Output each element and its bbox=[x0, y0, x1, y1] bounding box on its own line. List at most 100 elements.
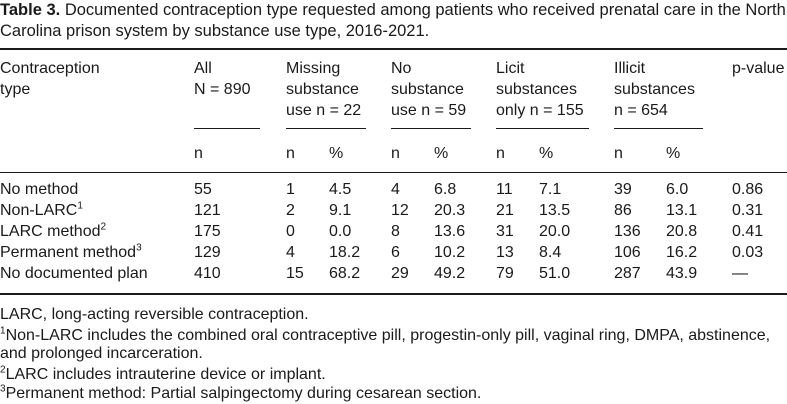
cell-licit-pct: 20.0 bbox=[539, 223, 571, 240]
cell-all: 121 bbox=[194, 202, 221, 219]
cell-licit-n: 21 bbox=[496, 202, 514, 219]
cell-no-substance-pct: 49.2 bbox=[434, 265, 466, 282]
cell-illicit-pct: 13.1 bbox=[666, 202, 698, 219]
cell-no-substance-pct: 6.8 bbox=[434, 181, 457, 198]
cell-missing-pct: 4.5 bbox=[329, 181, 352, 198]
cell-illicit-pct: 6.0 bbox=[666, 181, 689, 198]
header-bottom-rule bbox=[0, 172, 787, 173]
header-contraception-type: Contraception type bbox=[0, 60, 100, 98]
cell-all: 175 bbox=[194, 223, 221, 240]
cell-no-substance-n: 29 bbox=[391, 265, 409, 282]
header-missing: Missing substance use n = 22 bbox=[286, 60, 362, 119]
table-caption: Table 3. Documented contraception type r… bbox=[0, 0, 787, 42]
cell-no-substance-pct: 10.2 bbox=[434, 244, 466, 261]
cell-illicit-pct: 16.2 bbox=[666, 244, 698, 261]
footnote-marker: 3 bbox=[136, 242, 142, 254]
cell-licit-n: 13 bbox=[496, 244, 514, 261]
cell-illicit-n: 106 bbox=[614, 244, 641, 261]
subheader-no-substance-pct: % bbox=[434, 145, 449, 162]
footnote-1-text: Non-LARC includes the combined oral cont… bbox=[0, 327, 771, 362]
cell-no-substance-n: 8 bbox=[391, 223, 400, 240]
no-substance-subrule bbox=[391, 128, 471, 129]
cell-all: 55 bbox=[194, 181, 212, 198]
cell-missing-pct: 18.2 bbox=[329, 244, 361, 261]
cell-no-substance-pct: 20.3 bbox=[434, 202, 466, 219]
footnote-abbreviation-text: LARC, long-acting reversible contracepti… bbox=[0, 306, 309, 323]
row-type: LARC method2 bbox=[0, 221, 106, 242]
footnote-2: 2LARC includes intrauterine device or im… bbox=[0, 364, 326, 384]
header-illicit: Illicit substances n = 654 bbox=[614, 60, 695, 119]
row-type: No method bbox=[0, 179, 78, 200]
cell-illicit-n: 136 bbox=[614, 223, 641, 240]
cell-illicit-n: 287 bbox=[614, 265, 641, 282]
footnote-3-text: Permanent method: Partial salpingectomy … bbox=[5, 385, 482, 402]
row-type: No documented plan bbox=[0, 263, 148, 284]
cell-licit-pct: 7.1 bbox=[539, 181, 562, 198]
row-type: Non-LARC1 bbox=[0, 200, 83, 221]
header-no-substance: No substance use n = 59 bbox=[391, 60, 467, 119]
cell-p-value: — bbox=[732, 265, 748, 282]
footnote-1: 1Non-LARC includes the combined oral con… bbox=[0, 325, 787, 363]
cell-no-substance-n: 4 bbox=[391, 181, 400, 198]
cell-missing-pct: 0.0 bbox=[329, 223, 352, 240]
subheader-licit-n: n bbox=[496, 145, 505, 162]
header-licit: Licit substances only n = 155 bbox=[496, 60, 584, 119]
cell-missing-n: 1 bbox=[286, 181, 295, 198]
cell-missing-pct: 9.1 bbox=[329, 202, 352, 219]
cell-no-substance-pct: 13.6 bbox=[434, 223, 466, 240]
row-type-label: Permanent method bbox=[0, 244, 137, 261]
footnote-2-text: LARC includes intrauterine device or imp… bbox=[5, 366, 326, 383]
cell-all: 410 bbox=[194, 265, 221, 282]
illicit-subrule bbox=[614, 128, 703, 129]
cell-illicit-n: 39 bbox=[614, 181, 632, 198]
cell-licit-n: 31 bbox=[496, 223, 514, 240]
cell-licit-pct: 13.5 bbox=[539, 202, 571, 219]
footnote-2-marker: 2 bbox=[0, 364, 6, 376]
cell-p-value: 0.03 bbox=[732, 244, 764, 261]
cell-missing-n: 0 bbox=[286, 223, 295, 240]
cell-missing-n: 15 bbox=[286, 265, 304, 282]
all-subrule bbox=[194, 128, 260, 129]
footnote-abbreviation: LARC, long-acting reversible contracepti… bbox=[0, 306, 309, 324]
row-type-label: Non-LARC bbox=[0, 202, 78, 219]
cell-no-substance-n: 6 bbox=[391, 244, 400, 261]
cell-missing-n: 4 bbox=[286, 244, 295, 261]
subheader-no-substance-n: n bbox=[391, 145, 400, 162]
cell-all: 129 bbox=[194, 244, 221, 261]
cell-missing-pct: 68.2 bbox=[329, 265, 361, 282]
cell-licit-n: 11 bbox=[496, 181, 513, 198]
cell-licit-pct: 8.4 bbox=[539, 244, 562, 261]
subheader-licit-pct: % bbox=[539, 145, 554, 162]
row-type-label: LARC method bbox=[0, 223, 101, 240]
cell-p-value: 0.31 bbox=[732, 202, 764, 219]
cell-illicit-pct: 20.8 bbox=[666, 223, 698, 240]
row-type: Permanent method3 bbox=[0, 242, 142, 263]
cell-licit-n: 79 bbox=[496, 265, 514, 282]
footnote-marker: 2 bbox=[100, 221, 107, 233]
footnote-3-marker: 3 bbox=[0, 383, 6, 395]
cell-illicit-pct: 43.9 bbox=[666, 265, 698, 282]
missing-subrule bbox=[286, 128, 366, 129]
table-title: Documented contraception type requested … bbox=[0, 1, 786, 40]
footnote-3: 3Permanent method: Partial salpingectomy… bbox=[0, 383, 482, 403]
row-type-label: No method bbox=[0, 181, 79, 198]
subheader-illicit-pct: % bbox=[666, 145, 681, 162]
cell-p-value: 0.41 bbox=[732, 223, 764, 240]
header-p-value: p-value bbox=[732, 60, 785, 77]
cell-illicit-n: 86 bbox=[614, 202, 632, 219]
footnote-marker: 1 bbox=[77, 200, 83, 212]
cell-p-value: 0.86 bbox=[732, 181, 764, 198]
subheader-illicit-n: n bbox=[614, 145, 623, 162]
top-rule bbox=[0, 48, 787, 50]
table-label: Table 3. bbox=[0, 1, 61, 19]
licit-subrule bbox=[496, 128, 589, 129]
cell-no-substance-n: 12 bbox=[391, 202, 409, 219]
header-all: All N = 890 bbox=[194, 60, 251, 98]
footnote-1-marker: 1 bbox=[0, 325, 6, 337]
subheader-all-n: n bbox=[194, 145, 203, 162]
subheader-missing-n: n bbox=[286, 145, 295, 162]
row-type-label: No documented plan bbox=[0, 265, 148, 282]
bottom-rule bbox=[0, 293, 787, 295]
subheader-missing-pct: % bbox=[329, 145, 344, 162]
cell-licit-pct: 51.0 bbox=[539, 265, 571, 282]
